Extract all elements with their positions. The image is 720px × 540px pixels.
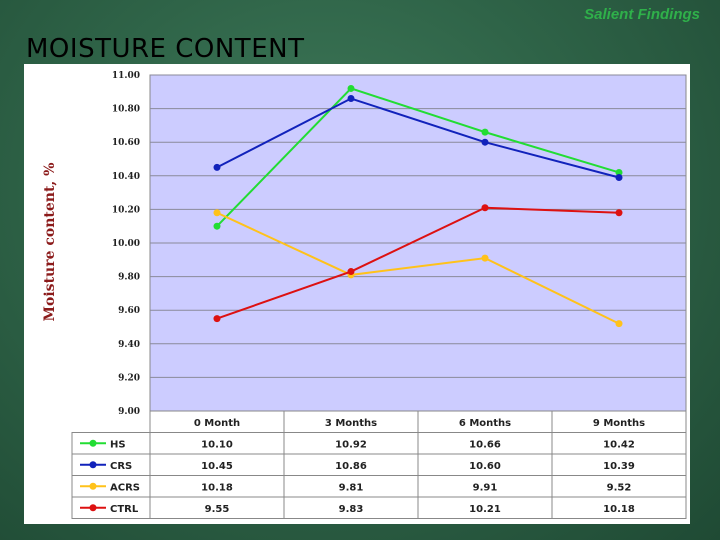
table-cell-value: 10.18: [201, 482, 233, 493]
table-cell-value: 10.42: [603, 439, 635, 450]
y-tick-label: 10.40: [112, 172, 140, 182]
y-tick-label: 10.00: [112, 239, 140, 249]
y-tick-label: 11.00: [112, 71, 140, 81]
x-category-label: 6 Months: [459, 418, 511, 429]
table-cell-value: 10.10: [201, 439, 233, 450]
legend-marker: [89, 461, 97, 469]
table-cell-value: 9.55: [205, 504, 230, 515]
table-cell-value: 10.39: [603, 461, 635, 472]
x-category-label: 9 Months: [593, 418, 645, 429]
table-cell-value: 10.18: [603, 504, 635, 515]
data-point-acrs: [615, 320, 623, 328]
table-cell-value: 10.60: [469, 461, 501, 472]
y-tick-label: 9.00: [118, 407, 140, 417]
data-point-ctrl: [615, 209, 623, 217]
legend-marker: [89, 482, 97, 490]
y-tick-label: 10.20: [112, 205, 140, 215]
table-cell-value: 9.83: [339, 504, 364, 515]
series-line-crs: [216, 97, 620, 179]
data-point-ctrl: [347, 268, 355, 276]
slide-title: MOISTURE CONTENT: [26, 34, 305, 64]
table-cell-value: 9.91: [473, 482, 498, 493]
y-tick-label: 9.60: [118, 306, 140, 316]
y-axis-label: Moisture content, %: [42, 163, 58, 322]
y-tick-label: 9.80: [118, 273, 140, 283]
data-point-crs: [347, 95, 355, 103]
data-point-hs: [347, 84, 355, 92]
table-cell-value: 10.66: [469, 439, 501, 450]
legend-series-name: HS: [110, 439, 126, 450]
x-category-label: 3 Months: [325, 418, 377, 429]
data-point-crs: [481, 138, 489, 146]
data-point-acrs: [481, 254, 489, 262]
data-point-acrs: [213, 209, 221, 217]
y-tick-label: 9.20: [118, 373, 140, 383]
table-cell-value: 10.21: [469, 504, 501, 515]
data-point-hs: [615, 168, 623, 176]
series-line-ctrl: [216, 206, 620, 320]
table-cell-value: 9.52: [607, 482, 632, 493]
y-tick-label: 10.60: [112, 138, 140, 148]
legend-series-name: ACRS: [110, 482, 140, 493]
slide-section-tag: Salient Findings: [584, 6, 700, 23]
data-point-hs: [213, 222, 221, 230]
table-cell-value: 10.92: [335, 439, 367, 450]
y-tick-label: 10.80: [112, 105, 140, 115]
table-cell-value: 9.81: [339, 482, 364, 493]
data-point-hs: [481, 128, 489, 136]
moisture-line-chart: 11.00 10.80 10.60 10.40 10.20 10.00 9.80 9.60 9.…: [42, 71, 687, 519]
data-point-crs: [615, 173, 623, 181]
data-point-crs: [213, 163, 221, 171]
table-cell-value: 10.86: [335, 461, 367, 472]
series-line-hs: [216, 87, 620, 227]
table-cell-value: 10.45: [201, 461, 233, 472]
legend-marker: [89, 439, 97, 447]
legend-series-name: CRS: [110, 461, 132, 472]
chart-panel: 11.00 10.80 10.60 10.40 10.20 10.00 9.80 9.60 9.…: [24, 64, 690, 524]
legend-series-name: CTRL: [110, 504, 139, 515]
legend-marker: [89, 504, 97, 512]
y-tick-label: 9.40: [118, 340, 140, 350]
data-point-ctrl: [213, 315, 221, 323]
data-point-ctrl: [481, 204, 489, 212]
x-category-label: 0 Month: [194, 418, 240, 429]
series-line-acrs: [216, 211, 620, 325]
